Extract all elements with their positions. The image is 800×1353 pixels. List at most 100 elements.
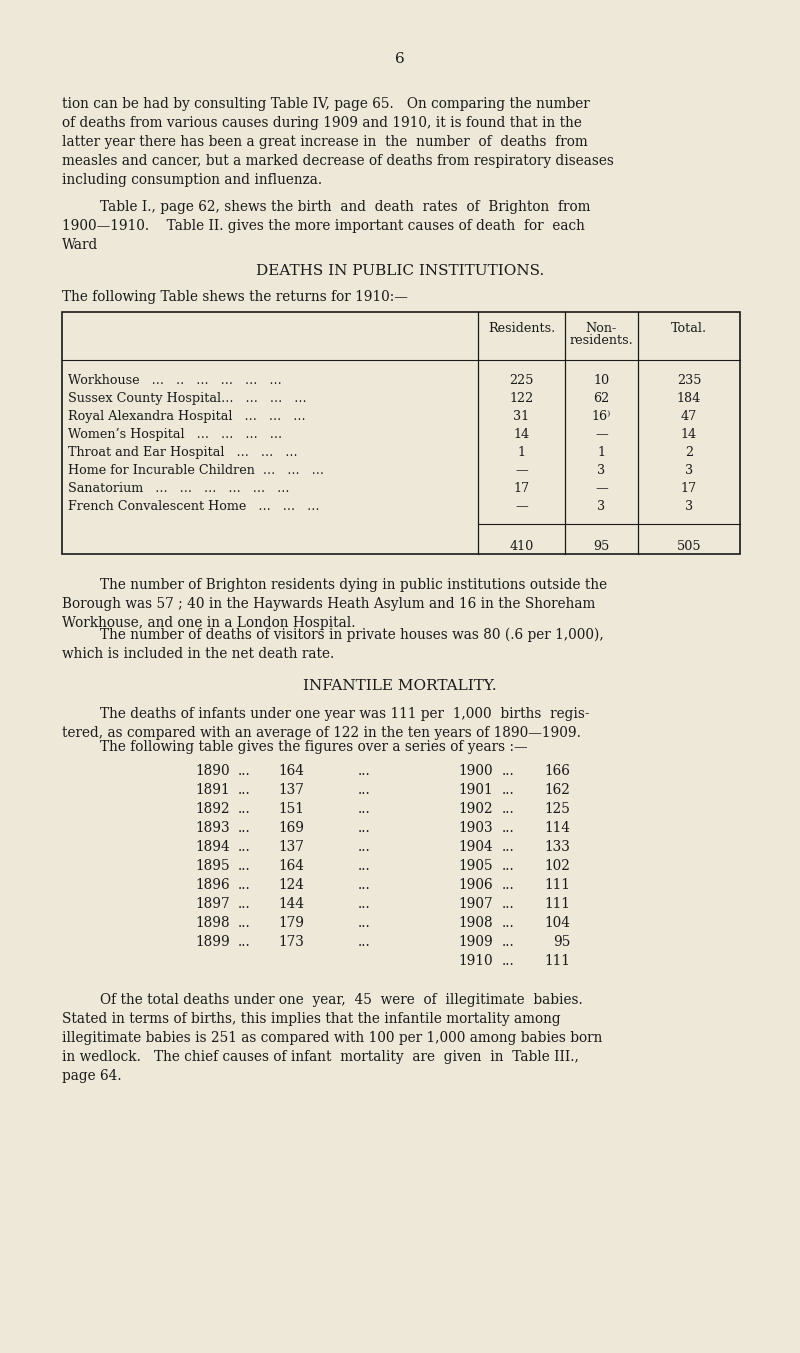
Text: French Convalescent Home   ...   ...   ...: French Convalescent Home ... ... ... [68, 501, 319, 513]
Text: 1890: 1890 [195, 764, 230, 778]
Text: 111: 111 [544, 897, 570, 911]
Text: The deaths of infants under one year was 111 per  1,000  births  regis-: The deaths of infants under one year was… [100, 708, 590, 721]
Text: ...: ... [502, 821, 514, 835]
Text: 164: 164 [278, 764, 304, 778]
Text: ...: ... [502, 935, 514, 948]
Text: 14: 14 [514, 428, 530, 441]
Text: 133: 133 [544, 840, 570, 854]
Text: 162: 162 [544, 783, 570, 797]
Text: Sanatorium   ...   ...   ...   ...   ...   ...: Sanatorium ... ... ... ... ... ... [68, 482, 290, 495]
Text: ...: ... [358, 935, 370, 948]
Text: 235: 235 [677, 373, 702, 387]
Text: 1893: 1893 [195, 821, 230, 835]
Text: ...: ... [502, 916, 514, 930]
Text: 1901: 1901 [458, 783, 493, 797]
Text: ...: ... [502, 840, 514, 854]
Text: 1: 1 [598, 446, 606, 459]
Text: Sussex County Hospital...   ...   ...   ...: Sussex County Hospital... ... ... ... [68, 392, 306, 405]
Text: —: — [595, 428, 608, 441]
Text: which is included in the net death rate.: which is included in the net death rate. [62, 647, 334, 662]
Text: 3: 3 [598, 501, 606, 513]
Text: 10: 10 [594, 373, 610, 387]
Text: Ward: Ward [62, 238, 98, 252]
Text: Non-: Non- [586, 322, 617, 336]
Text: ...: ... [238, 764, 250, 778]
Text: 1894: 1894 [195, 840, 230, 854]
Text: Borough was 57 ; 40 in the Haywards Heath Asylum and 16 in the Shoreham: Borough was 57 ; 40 in the Haywards Heat… [62, 597, 595, 612]
Text: 124: 124 [278, 878, 304, 892]
Text: Of the total deaths under one  year,  45  were  of  illegitimate  babies.: Of the total deaths under one year, 45 w… [100, 993, 582, 1007]
Text: —: — [515, 464, 528, 478]
Text: 14: 14 [681, 428, 697, 441]
Text: 95: 95 [553, 935, 570, 948]
Text: 137: 137 [278, 783, 304, 797]
Text: 17: 17 [681, 482, 697, 495]
Text: 17: 17 [514, 482, 530, 495]
Text: 2: 2 [685, 446, 693, 459]
Text: —: — [595, 482, 608, 495]
Text: 410: 410 [510, 540, 534, 553]
Text: 505: 505 [677, 540, 702, 553]
Text: ...: ... [358, 783, 370, 797]
Text: 6: 6 [395, 51, 405, 66]
Text: 111: 111 [544, 878, 570, 892]
Text: ...: ... [358, 840, 370, 854]
Text: 137: 137 [278, 840, 304, 854]
Text: 1896: 1896 [195, 878, 230, 892]
Text: ...: ... [238, 821, 250, 835]
Text: page 64.: page 64. [62, 1069, 122, 1082]
Text: 62: 62 [594, 392, 610, 405]
Text: —: — [515, 501, 528, 513]
Text: 104: 104 [544, 916, 570, 930]
Text: INFANTILE MORTALITY.: INFANTILE MORTALITY. [303, 679, 497, 693]
Text: The following Table shews the returns for 1910:—: The following Table shews the returns fo… [62, 290, 408, 304]
Text: residents.: residents. [570, 334, 634, 346]
Text: 1909: 1909 [458, 935, 493, 948]
Text: 1892: 1892 [195, 802, 230, 816]
Text: ...: ... [502, 764, 514, 778]
Bar [62, 313, 740, 553]
Text: ...: ... [358, 764, 370, 778]
Text: The number of Brighton residents dying in public institutions outside the: The number of Brighton residents dying i… [100, 578, 607, 593]
Text: 1906: 1906 [458, 878, 493, 892]
Text: ...: ... [238, 935, 250, 948]
Text: including consumption and influenza.: including consumption and influenza. [62, 173, 322, 187]
Text: 122: 122 [510, 392, 534, 405]
Text: Stated in terms of births, this implies that the infantile mortality among: Stated in terms of births, this implies … [62, 1012, 561, 1026]
Text: 1902: 1902 [458, 802, 493, 816]
Text: tered, as compared with an average of 122 in the ten years of 1890—1909.: tered, as compared with an average of 12… [62, 727, 581, 740]
Text: ...: ... [238, 878, 250, 892]
Text: Women’s Hospital   ...   ...   ...   ...: Women’s Hospital ... ... ... ... [68, 428, 282, 441]
Text: 173: 173 [278, 935, 304, 948]
Text: 111: 111 [544, 954, 570, 967]
Text: Residents.: Residents. [488, 322, 555, 336]
Text: 151: 151 [278, 802, 304, 816]
Text: ...: ... [502, 954, 514, 967]
Text: 1905: 1905 [458, 859, 493, 873]
Text: 102: 102 [544, 859, 570, 873]
Text: Workhouse   ...   ..   ...   ...   ...   ...: Workhouse ... .. ... ... ... ... [68, 373, 282, 387]
Text: of deaths from various causes during 1909 and 1910, it is found that in the: of deaths from various causes during 190… [62, 116, 582, 130]
Text: Total.: Total. [671, 322, 707, 336]
Text: 225: 225 [510, 373, 534, 387]
Text: 1908: 1908 [458, 916, 493, 930]
Text: 3: 3 [685, 464, 693, 478]
Text: 3: 3 [598, 464, 606, 478]
Text: 3: 3 [685, 501, 693, 513]
Text: 1895: 1895 [195, 859, 230, 873]
Text: 1891: 1891 [195, 783, 230, 797]
Text: 166: 166 [544, 764, 570, 778]
Text: 125: 125 [544, 802, 570, 816]
Text: ...: ... [502, 878, 514, 892]
Text: ...: ... [358, 897, 370, 911]
Text: Royal Alexandra Hospital   ...   ...   ...: Royal Alexandra Hospital ... ... ... [68, 410, 306, 423]
Text: ...: ... [502, 783, 514, 797]
Text: 47: 47 [681, 410, 697, 423]
Text: 1907: 1907 [458, 897, 493, 911]
Text: 1900: 1900 [458, 764, 493, 778]
Text: 169: 169 [278, 821, 304, 835]
Text: ...: ... [502, 897, 514, 911]
Text: Workhouse, and one in a London Hospital.: Workhouse, and one in a London Hospital. [62, 616, 355, 630]
Text: 184: 184 [677, 392, 701, 405]
Text: 1: 1 [518, 446, 526, 459]
